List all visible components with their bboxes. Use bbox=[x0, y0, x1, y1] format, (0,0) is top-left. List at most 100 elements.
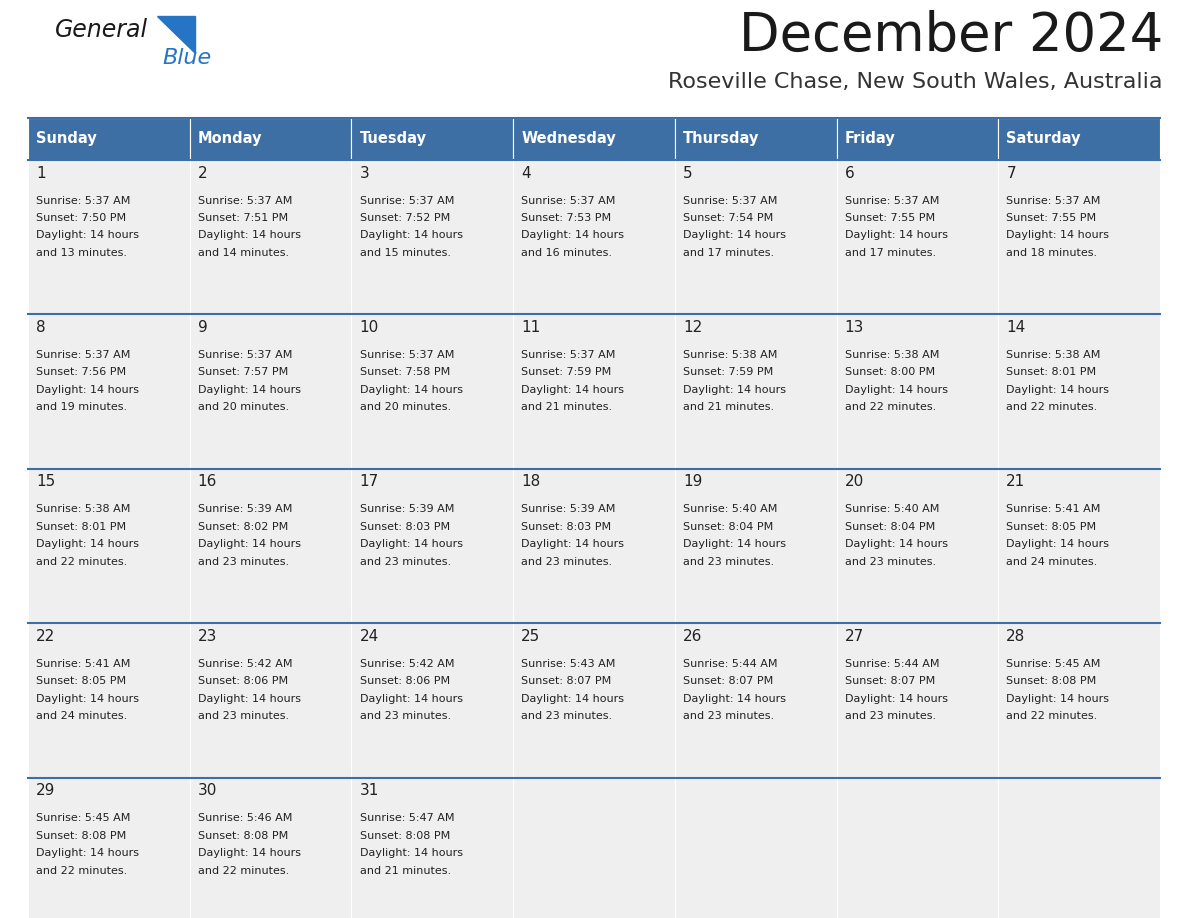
Text: Sunset: 8:06 PM: Sunset: 8:06 PM bbox=[360, 677, 449, 686]
Text: 10: 10 bbox=[360, 319, 379, 335]
Text: and 17 minutes.: and 17 minutes. bbox=[845, 248, 936, 258]
Text: Sunset: 8:07 PM: Sunset: 8:07 PM bbox=[845, 677, 935, 686]
Text: Daylight: 14 hours: Daylight: 14 hours bbox=[845, 694, 948, 704]
Bar bbox=[352, 160, 513, 314]
Text: Daylight: 14 hours: Daylight: 14 hours bbox=[197, 848, 301, 858]
Text: and 22 minutes.: and 22 minutes. bbox=[36, 866, 127, 876]
Text: Sunrise: 5:37 AM: Sunrise: 5:37 AM bbox=[36, 350, 131, 360]
Text: 31: 31 bbox=[360, 783, 379, 798]
Bar bbox=[836, 160, 998, 314]
Text: Sunset: 8:05 PM: Sunset: 8:05 PM bbox=[36, 677, 126, 686]
Text: and 23 minutes.: and 23 minutes. bbox=[683, 711, 775, 722]
Text: Daylight: 14 hours: Daylight: 14 hours bbox=[683, 694, 786, 704]
Text: 23: 23 bbox=[197, 629, 217, 644]
Text: Sunset: 7:59 PM: Sunset: 7:59 PM bbox=[683, 367, 773, 377]
Text: Sunrise: 5:37 AM: Sunrise: 5:37 AM bbox=[197, 350, 292, 360]
Bar bbox=[675, 118, 836, 160]
Text: Daylight: 14 hours: Daylight: 14 hours bbox=[683, 539, 786, 549]
Text: and 24 minutes.: and 24 minutes. bbox=[36, 711, 127, 722]
Text: Sunset: 8:06 PM: Sunset: 8:06 PM bbox=[197, 677, 287, 686]
Text: 7: 7 bbox=[1006, 165, 1016, 181]
Text: Friday: Friday bbox=[845, 131, 896, 147]
Text: Sunrise: 5:38 AM: Sunrise: 5:38 AM bbox=[845, 350, 939, 360]
Bar bbox=[513, 623, 675, 778]
Text: and 17 minutes.: and 17 minutes. bbox=[683, 248, 775, 258]
Text: 15: 15 bbox=[36, 475, 56, 489]
Text: Sunrise: 5:45 AM: Sunrise: 5:45 AM bbox=[1006, 659, 1101, 668]
Text: Sunrise: 5:37 AM: Sunrise: 5:37 AM bbox=[683, 196, 777, 206]
Text: Sunrise: 5:37 AM: Sunrise: 5:37 AM bbox=[1006, 196, 1101, 206]
Text: Daylight: 14 hours: Daylight: 14 hours bbox=[522, 385, 624, 395]
Bar bbox=[513, 118, 675, 160]
Text: Sunset: 7:54 PM: Sunset: 7:54 PM bbox=[683, 213, 773, 223]
Bar bbox=[190, 118, 352, 160]
Text: Daylight: 14 hours: Daylight: 14 hours bbox=[360, 385, 462, 395]
Text: and 24 minutes.: and 24 minutes. bbox=[1006, 557, 1098, 566]
Text: 28: 28 bbox=[1006, 629, 1025, 644]
Text: and 23 minutes.: and 23 minutes. bbox=[197, 557, 289, 566]
Text: 5: 5 bbox=[683, 165, 693, 181]
Bar bbox=[352, 623, 513, 778]
Text: 27: 27 bbox=[845, 629, 864, 644]
Text: 1: 1 bbox=[36, 165, 45, 181]
Text: 17: 17 bbox=[360, 475, 379, 489]
Text: Sunrise: 5:46 AM: Sunrise: 5:46 AM bbox=[197, 813, 292, 823]
Text: Daylight: 14 hours: Daylight: 14 hours bbox=[197, 694, 301, 704]
Bar bbox=[513, 469, 675, 623]
Text: Sunset: 7:57 PM: Sunset: 7:57 PM bbox=[197, 367, 287, 377]
Text: Daylight: 14 hours: Daylight: 14 hours bbox=[360, 230, 462, 241]
Text: Sunset: 8:07 PM: Sunset: 8:07 PM bbox=[522, 677, 612, 686]
Text: Sunrise: 5:37 AM: Sunrise: 5:37 AM bbox=[522, 196, 615, 206]
Bar bbox=[29, 469, 190, 623]
Text: Sunset: 7:55 PM: Sunset: 7:55 PM bbox=[1006, 213, 1097, 223]
Text: Sunset: 7:56 PM: Sunset: 7:56 PM bbox=[36, 367, 126, 377]
Text: 9: 9 bbox=[197, 319, 208, 335]
Text: Daylight: 14 hours: Daylight: 14 hours bbox=[522, 539, 624, 549]
Text: Daylight: 14 hours: Daylight: 14 hours bbox=[683, 230, 786, 241]
Text: Daylight: 14 hours: Daylight: 14 hours bbox=[845, 539, 948, 549]
Bar bbox=[675, 623, 836, 778]
Bar bbox=[29, 778, 190, 918]
Text: and 19 minutes.: and 19 minutes. bbox=[36, 402, 127, 412]
Text: Sunrise: 5:41 AM: Sunrise: 5:41 AM bbox=[36, 659, 131, 668]
Text: and 23 minutes.: and 23 minutes. bbox=[197, 711, 289, 722]
Bar bbox=[836, 314, 998, 469]
Text: Daylight: 14 hours: Daylight: 14 hours bbox=[360, 694, 462, 704]
Text: Sunset: 8:00 PM: Sunset: 8:00 PM bbox=[845, 367, 935, 377]
Text: Sunrise: 5:42 AM: Sunrise: 5:42 AM bbox=[360, 659, 454, 668]
Text: December 2024: December 2024 bbox=[739, 10, 1163, 62]
Bar bbox=[836, 118, 998, 160]
Text: Sunrise: 5:44 AM: Sunrise: 5:44 AM bbox=[683, 659, 777, 668]
Text: Daylight: 14 hours: Daylight: 14 hours bbox=[845, 385, 948, 395]
Text: 2: 2 bbox=[197, 165, 208, 181]
Bar bbox=[675, 778, 836, 918]
Text: 29: 29 bbox=[36, 783, 56, 798]
Text: Sunrise: 5:37 AM: Sunrise: 5:37 AM bbox=[522, 350, 615, 360]
Bar bbox=[675, 469, 836, 623]
Text: Sunrise: 5:39 AM: Sunrise: 5:39 AM bbox=[360, 504, 454, 514]
Text: Daylight: 14 hours: Daylight: 14 hours bbox=[36, 694, 139, 704]
Text: and 22 minutes.: and 22 minutes. bbox=[1006, 402, 1098, 412]
Text: Sunrise: 5:37 AM: Sunrise: 5:37 AM bbox=[197, 196, 292, 206]
Text: Sunrise: 5:45 AM: Sunrise: 5:45 AM bbox=[36, 813, 131, 823]
Text: Sunrise: 5:44 AM: Sunrise: 5:44 AM bbox=[845, 659, 940, 668]
Text: and 16 minutes.: and 16 minutes. bbox=[522, 248, 612, 258]
Bar bbox=[352, 469, 513, 623]
Text: Daylight: 14 hours: Daylight: 14 hours bbox=[197, 539, 301, 549]
Text: Sunset: 7:55 PM: Sunset: 7:55 PM bbox=[845, 213, 935, 223]
Text: Sunset: 7:59 PM: Sunset: 7:59 PM bbox=[522, 367, 612, 377]
Text: 25: 25 bbox=[522, 629, 541, 644]
Text: Daylight: 14 hours: Daylight: 14 hours bbox=[36, 230, 139, 241]
Text: Thursday: Thursday bbox=[683, 131, 759, 147]
Bar bbox=[352, 778, 513, 918]
Bar bbox=[190, 778, 352, 918]
Text: and 20 minutes.: and 20 minutes. bbox=[360, 402, 450, 412]
Bar bbox=[513, 314, 675, 469]
Text: Sunset: 8:01 PM: Sunset: 8:01 PM bbox=[36, 521, 126, 532]
Text: Sunset: 7:58 PM: Sunset: 7:58 PM bbox=[360, 367, 450, 377]
Text: Daylight: 14 hours: Daylight: 14 hours bbox=[197, 385, 301, 395]
Text: 22: 22 bbox=[36, 629, 56, 644]
Bar bbox=[29, 118, 190, 160]
Text: 11: 11 bbox=[522, 319, 541, 335]
Bar bbox=[998, 469, 1159, 623]
